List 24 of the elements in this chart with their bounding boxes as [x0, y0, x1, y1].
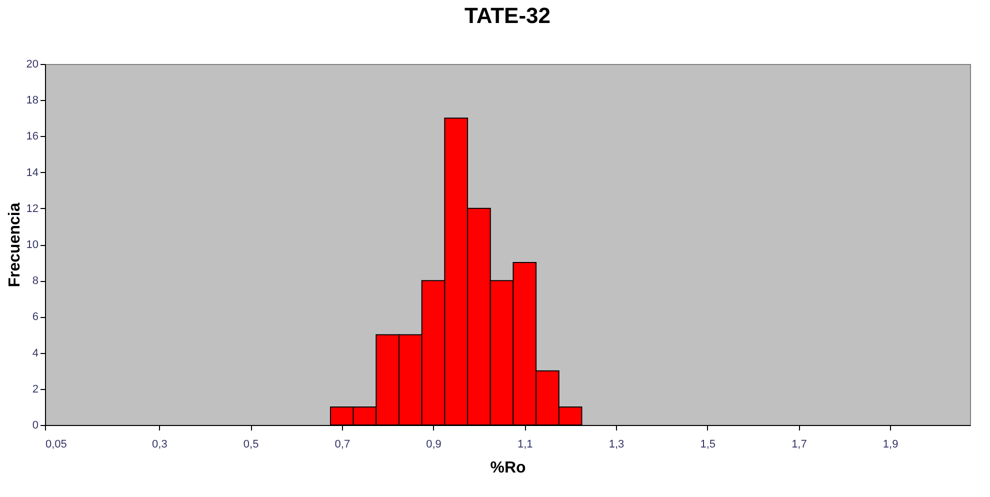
x-tick-label: 0,9	[426, 438, 442, 450]
y-tick-label: 12	[26, 202, 38, 215]
x-tick-label: 1,9	[882, 438, 898, 450]
y-tick-label: 10	[26, 239, 38, 251]
y-tick-label: 20	[26, 58, 38, 70]
x-tick-label: 1,3	[608, 438, 624, 450]
x-tick-label: 0,3	[152, 438, 168, 450]
y-tick-label: 18	[26, 94, 38, 107]
chart-title: TATE-32	[464, 3, 550, 28]
y-tick-label: 6	[32, 311, 38, 324]
y-tick-label: 16	[26, 130, 38, 143]
y-tick-label: 8	[32, 275, 38, 288]
x-tick-label: 0,5	[243, 438, 259, 450]
x-tick-label: 1,5	[700, 438, 716, 450]
y-tick-label: 14	[26, 166, 38, 179]
y-tick-label: 4	[32, 347, 38, 360]
y-tick-label: 0	[32, 420, 38, 432]
x-tick-label: 0,05	[46, 438, 67, 450]
x-tick-label: 0,7	[334, 438, 350, 450]
y-axis-title: Frecuencia	[6, 202, 24, 288]
x-tick-label: 1,7	[792, 438, 807, 450]
y-tick-label: 2	[32, 383, 38, 396]
x-axis-title: %Ro	[490, 460, 526, 476]
x-tick-label: 1,1	[517, 438, 533, 450]
